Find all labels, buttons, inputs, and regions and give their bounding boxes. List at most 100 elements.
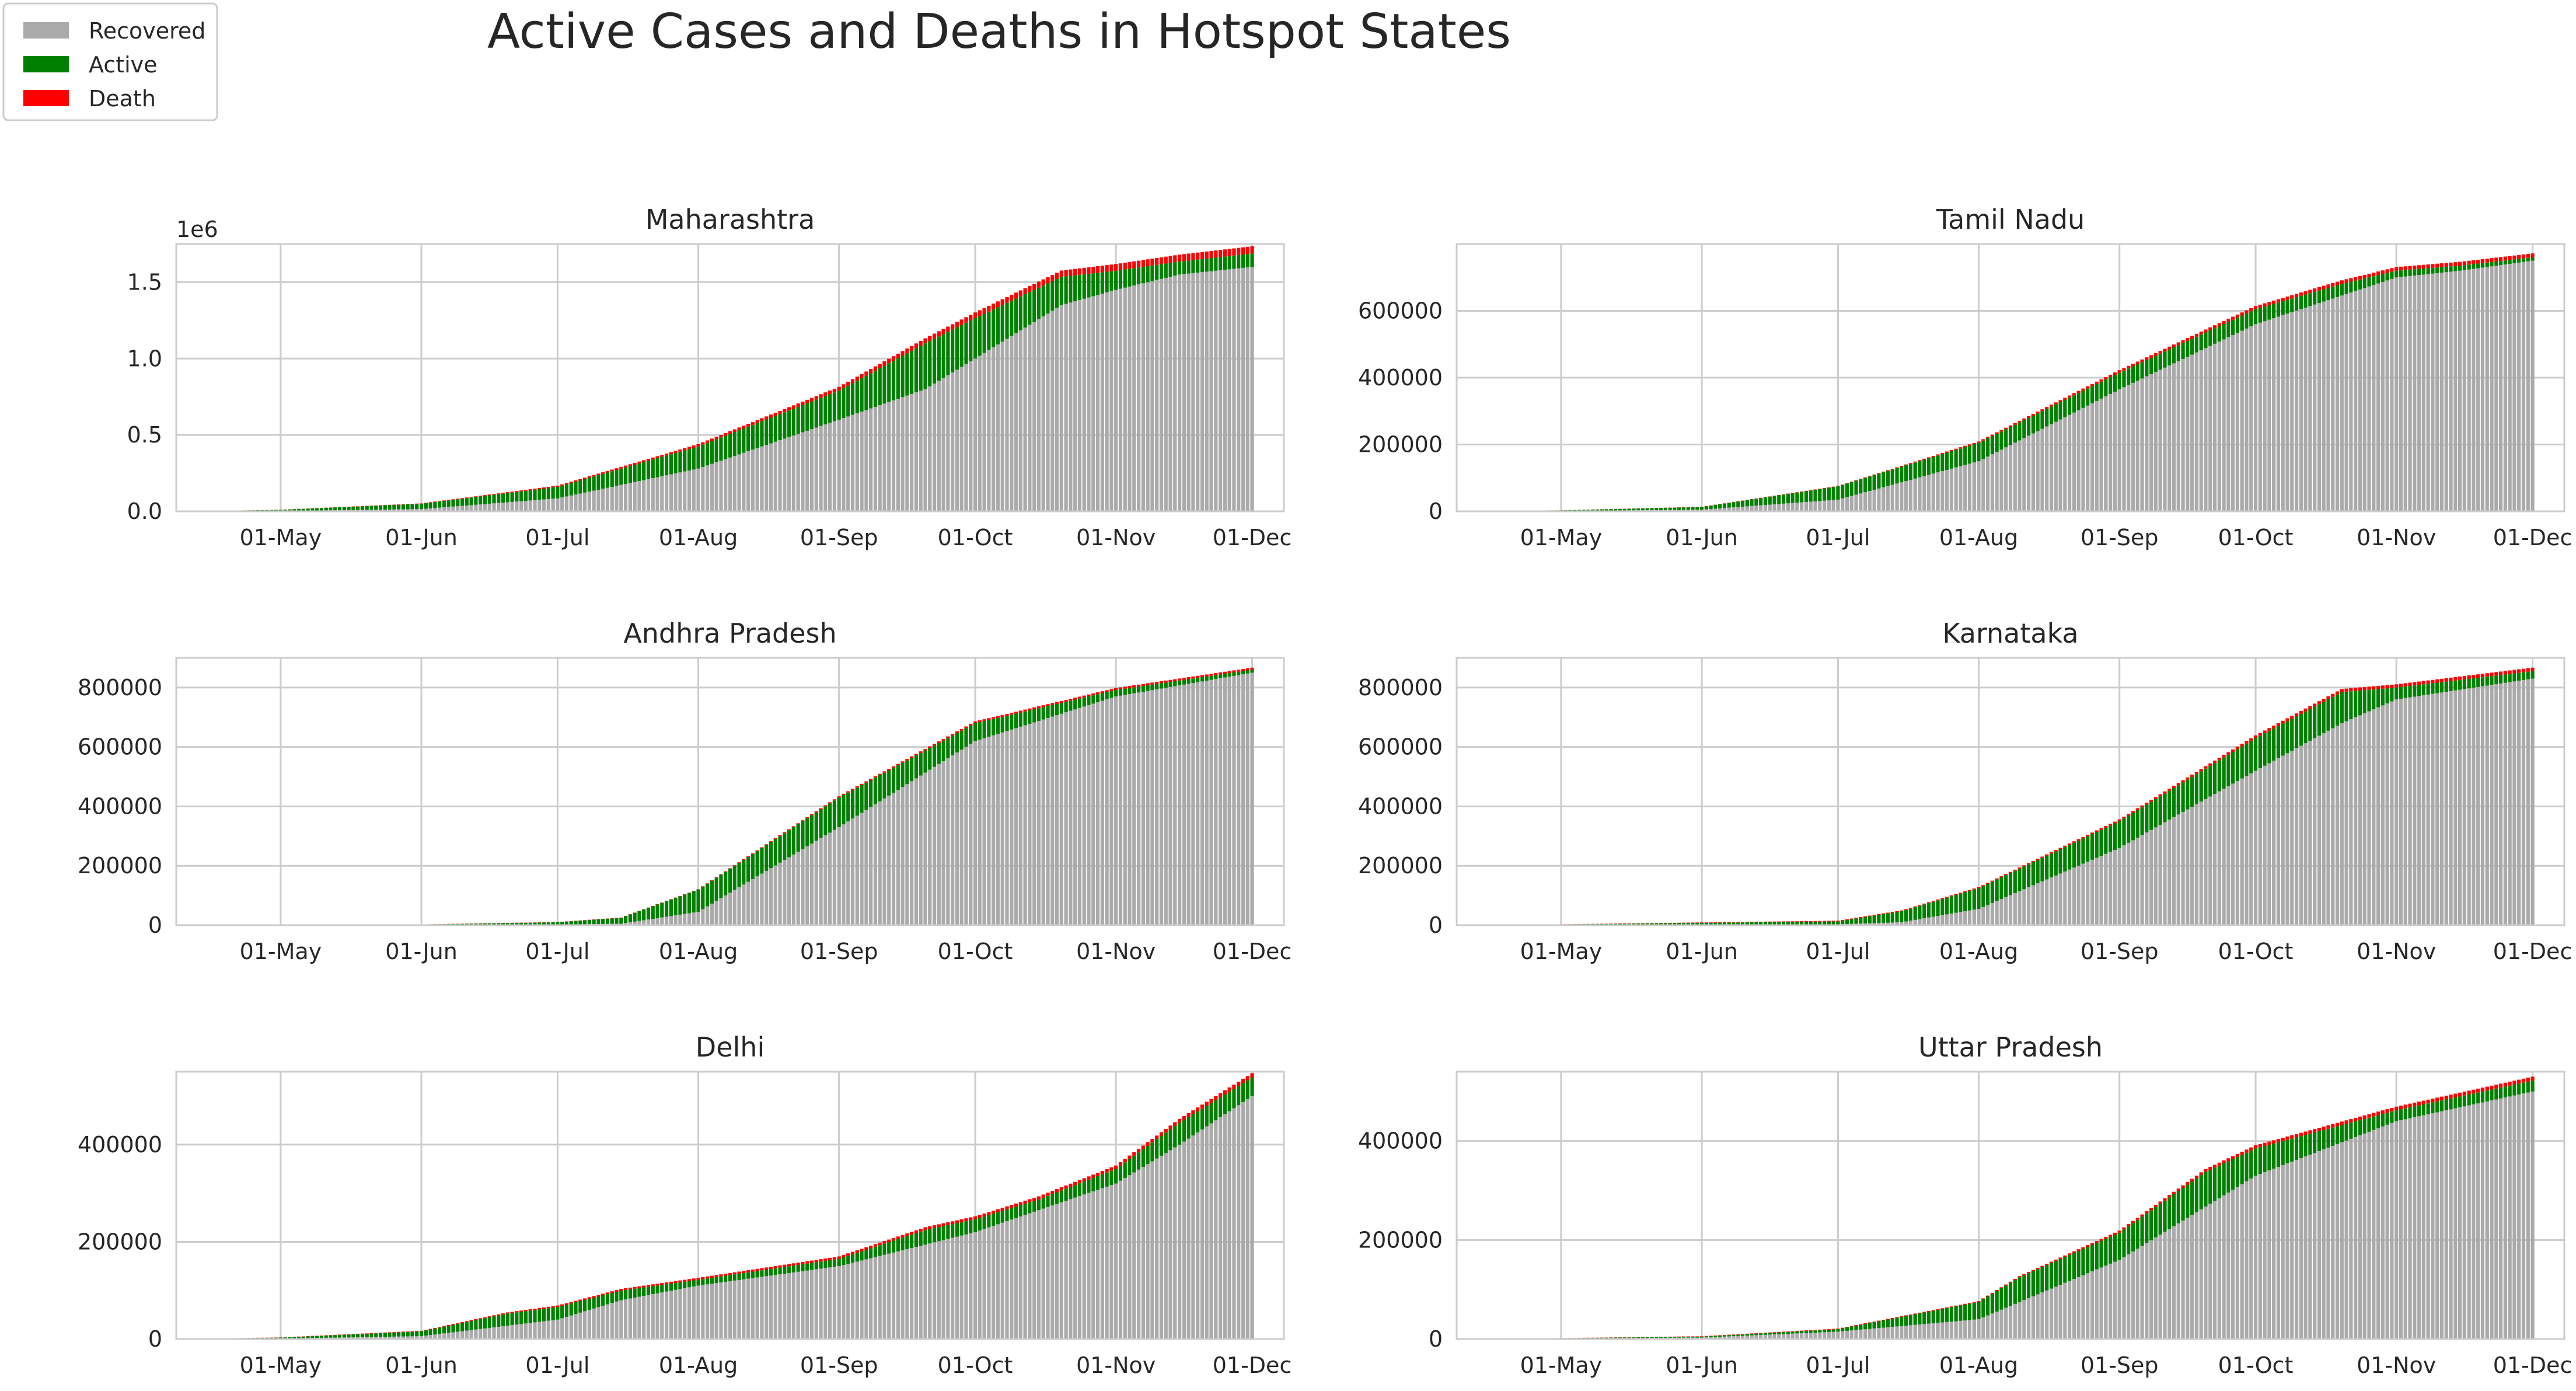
bar-recovered (2153, 827, 2158, 925)
bar-active (814, 812, 818, 841)
bar-active (1841, 484, 1845, 498)
bar-recovered (2526, 1092, 2530, 1339)
bar-recovered (819, 838, 823, 925)
bar-active (1822, 1330, 1827, 1333)
bar-recovered (388, 1336, 392, 1339)
legend-label-recovered: Recovered (89, 18, 205, 44)
bar-recovered (914, 392, 919, 511)
bar-death (2267, 302, 2271, 305)
bar-active (515, 1312, 519, 1325)
bar-death (2344, 688, 2348, 692)
bar-recovered (1000, 1222, 1004, 1339)
bar-active (1836, 921, 1840, 925)
bar-active (1759, 922, 1763, 925)
bar-active (2272, 1144, 2276, 1169)
bar-active (1146, 1145, 1150, 1165)
bar-death (1087, 694, 1091, 696)
bar-active (673, 452, 678, 473)
bar-active (2467, 678, 2471, 689)
bar-death (1082, 267, 1086, 274)
bar-death (2421, 1100, 2425, 1104)
bar-active (1196, 259, 1200, 273)
bar-active (406, 1331, 410, 1337)
bar-recovered (1105, 1186, 1109, 1339)
bar-recovered (987, 350, 991, 511)
bar-death (664, 453, 669, 456)
bar-recovered (497, 1326, 501, 1339)
bar-death (528, 1309, 532, 1311)
bar-active (2181, 343, 2185, 359)
bar-death (2131, 364, 2135, 367)
bar-active (2135, 364, 2139, 381)
bar-death (605, 470, 610, 473)
bar-death (1759, 1333, 1763, 1334)
bar-death (2040, 856, 2044, 858)
bar-active (2399, 1109, 2403, 1121)
bar-active (2517, 259, 2521, 263)
bar-death (1010, 713, 1014, 715)
bar-death (1100, 691, 1104, 693)
bar-recovered (1118, 1180, 1123, 1339)
bar-recovered (1050, 1205, 1055, 1339)
bar-active (728, 1275, 732, 1281)
bar-recovered (433, 508, 437, 511)
bar-recovered (1164, 277, 1168, 511)
bar-active (1214, 1100, 1218, 1121)
bar-death (2498, 1083, 2503, 1088)
bar-death (814, 1260, 818, 1263)
bar-recovered (773, 441, 777, 511)
bar-death (932, 333, 937, 339)
bar-recovered (1981, 459, 1985, 511)
bar-death (2249, 308, 2253, 312)
bar-death (669, 452, 673, 455)
bar-active (1972, 889, 1976, 910)
bar-recovered (560, 1318, 564, 1339)
bar-death (2380, 270, 2385, 274)
bar-active (2340, 284, 2344, 296)
bar-active (1977, 888, 1981, 909)
bar-death (1046, 704, 1050, 706)
bar-active (742, 860, 746, 885)
bar-recovered (2004, 1308, 2008, 1339)
bar-active (832, 392, 837, 421)
bar-death (2235, 314, 2240, 318)
x-tick-label: 01-Sep (800, 525, 878, 550)
bar-active (887, 770, 891, 796)
bar-recovered (1136, 1169, 1141, 1339)
bar-active (365, 505, 369, 510)
bar-death (1205, 251, 1209, 259)
bar-active (746, 426, 751, 452)
bar-active (2480, 677, 2485, 686)
bar-recovered (769, 443, 773, 511)
bar-death (1232, 248, 1236, 256)
bar-death (1790, 921, 1795, 922)
bar-active (959, 325, 964, 367)
x-tick-label: 01-Nov (1076, 939, 1156, 964)
bar-active (329, 1335, 333, 1338)
bar-active (378, 505, 383, 510)
bar-death (1100, 1171, 1104, 1174)
bar-active (1872, 1322, 1876, 1329)
bar-recovered (2109, 393, 2113, 511)
bar-death (1245, 246, 1249, 255)
bar-death (891, 356, 896, 361)
x-tick-label: 01-Oct (938, 939, 1013, 964)
bar-death (1182, 254, 1186, 262)
bar-recovered (628, 1298, 632, 1339)
bar-death (1186, 677, 1191, 679)
bar-active (628, 1289, 632, 1299)
bar-death (2530, 1076, 2535, 1081)
bar-recovered (2090, 1271, 2095, 1339)
bar-active (742, 1273, 746, 1280)
bar-active (487, 923, 491, 925)
bar-recovered (2045, 426, 2049, 511)
bar-death (2521, 668, 2526, 672)
bar-recovered (2172, 1226, 2176, 1339)
bar-death (2127, 365, 2131, 369)
bar-recovered (642, 1296, 646, 1339)
bar-recovered (1800, 1333, 1804, 1339)
bar-death (2462, 261, 2466, 266)
bar-death (2408, 266, 2412, 270)
bar-death (728, 1273, 732, 1275)
bar-recovered (969, 1233, 973, 1339)
